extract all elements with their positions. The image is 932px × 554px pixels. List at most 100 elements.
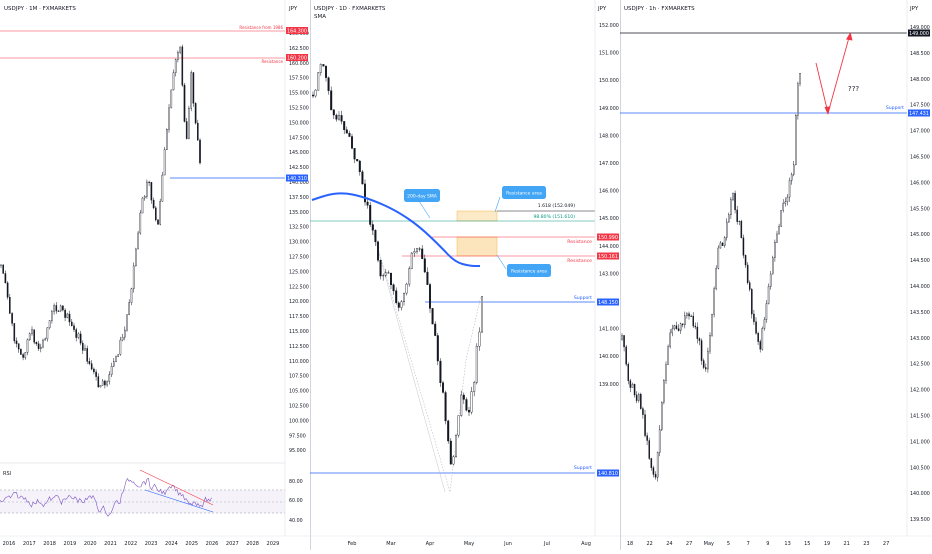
panel-daily-price-axis[interactable]: 152.000 151.000 150.000 149.000 148.000 147.0… <box>599 23 619 388</box>
candle-body <box>99 385 102 388</box>
panel-monthly[interactable]: USDJPY · 1M · FXMARKETS JPY 165.000162.5… <box>0 0 310 550</box>
price-tick-label: 140.000 <box>910 491 930 497</box>
candle-body <box>475 346 478 383</box>
panel-monthly-time-axis[interactable]: 2016 2017 2018 2019 2020 2021 2022 2023 2024 2025… <box>3 541 280 547</box>
panel-daily-time-axis[interactable]: Feb Mar Apr May Jun Jul Aug <box>348 541 591 547</box>
candle-body <box>728 214 730 223</box>
candle-body <box>793 164 795 175</box>
candle-body <box>112 361 115 367</box>
candle-body <box>658 429 661 453</box>
resistance-area-lower[interactable] <box>456 236 498 257</box>
candle-body <box>784 201 787 204</box>
candle-body <box>95 371 97 377</box>
time-tick-label: 2018 <box>43 541 56 547</box>
rsi-support-trendline[interactable] <box>144 489 214 513</box>
candle-body <box>713 288 715 315</box>
sma-200-line[interactable] <box>311 192 480 267</box>
candle-body <box>26 339 29 353</box>
rsi-pane[interactable]: RSI 80.00 60.00 40.00 <box>0 462 303 524</box>
callout-resistance-area-lower[interactable]: Resistance area <box>496 254 551 277</box>
label-fib-1618: 1.618 (152.049) <box>538 203 575 209</box>
candle-body <box>174 59 177 73</box>
badge-150990: 150.990 <box>597 233 619 241</box>
callout-200-day-sma[interactable]: 200-day SMA <box>404 189 440 219</box>
panel-daily[interactable]: USDJPY · 1D · FXMARKETS SMA JPY 152.0001… <box>310 0 620 547</box>
price-tick-label: 147.500 <box>910 103 930 109</box>
candle-body <box>0 264 2 266</box>
time-tick-label: 2024 <box>165 541 178 547</box>
candle-body <box>28 333 31 340</box>
price-tick-label: 127.500 <box>289 255 309 261</box>
candle-body <box>371 224 374 231</box>
price-tick-label: 152.000 <box>599 23 619 29</box>
candle-body <box>81 342 84 351</box>
panel-monthly-price-axis[interactable]: 165.000162.500160.000157.500155.000152.5… <box>289 31 309 454</box>
price-tick-label: 144.500 <box>910 258 930 264</box>
candle-body <box>765 303 768 320</box>
candle-body <box>688 313 690 317</box>
svg-text:147.431: 147.431 <box>909 111 929 117</box>
candle-body <box>170 89 173 109</box>
candle-body <box>755 321 757 334</box>
candle-body <box>684 315 686 326</box>
svg-text:200-day SMA: 200-day SMA <box>407 194 438 200</box>
candle-body <box>20 348 22 355</box>
candle-body <box>623 335 625 348</box>
price-tick-label: 117.500 <box>289 314 309 320</box>
resistance-area-upper[interactable] <box>456 210 498 222</box>
candle-body <box>179 46 181 53</box>
candle-body <box>70 321 73 326</box>
candle-body <box>677 328 680 331</box>
candle-body <box>159 201 162 225</box>
candle-body <box>742 237 745 256</box>
candle-body <box>62 305 64 311</box>
callout-resistance-area-upper[interactable]: Resistance area <box>494 186 546 213</box>
badge-149000: 149.000 <box>908 29 930 37</box>
candle-body <box>736 209 738 222</box>
candle-body <box>46 327 49 340</box>
candle-body <box>457 415 460 436</box>
time-tick-label: 22 <box>647 541 653 547</box>
candle-body <box>470 391 473 413</box>
candle-body <box>746 264 749 283</box>
rsi-resistance-trendline[interactable] <box>139 469 214 506</box>
price-tick-label: 145.000 <box>289 150 309 156</box>
candle-body <box>654 474 657 478</box>
candle-body <box>93 368 95 373</box>
rsi-label: RSI <box>3 471 11 477</box>
panel-hourly-currency: JPY <box>909 6 919 12</box>
candle-body <box>719 242 722 249</box>
price-tick-label: 120.000 <box>289 299 309 305</box>
candle-body <box>642 408 644 415</box>
time-tick-label: 2027 <box>226 541 239 547</box>
time-tick-label: 27 <box>883 541 889 547</box>
price-tick-label: 148.500 <box>910 51 930 57</box>
candle-body <box>390 272 393 286</box>
panel-monthly-candles <box>0 44 201 389</box>
candle-body <box>185 121 188 139</box>
candle-body <box>478 331 481 347</box>
candle-body <box>757 333 759 342</box>
candle-body <box>377 241 380 261</box>
price-tick-label: 143.000 <box>599 271 619 277</box>
panel-hourly-time-axis[interactable]: 18 22 24 27 May 5 7 9 13 15 19 21 23 27 <box>627 541 889 547</box>
svg-text:Resistance area: Resistance area <box>511 269 547 275</box>
candle-body <box>633 384 636 396</box>
panel-daily-sma-label: SMA <box>314 14 326 20</box>
candle-body <box>382 275 385 277</box>
candle-body <box>364 183 367 203</box>
candle-body <box>797 83 799 116</box>
candle-body <box>181 46 184 86</box>
candle-body <box>17 343 20 350</box>
price-tick-label: 95.000 <box>289 448 306 454</box>
candle-body <box>627 364 630 381</box>
panel-hourly[interactable]: USDJPY · 1h · FXMARKETS JPY 149.000 148.5… <box>620 0 932 547</box>
candle-body <box>143 196 146 199</box>
candle-body <box>104 380 106 386</box>
panel-hourly-price-axis[interactable]: 149.000 148.500 148.000 147.500 147.000 146.5… <box>910 25 930 523</box>
candle-body <box>690 315 692 317</box>
candle-body <box>66 313 69 318</box>
candle-body <box>55 305 58 312</box>
